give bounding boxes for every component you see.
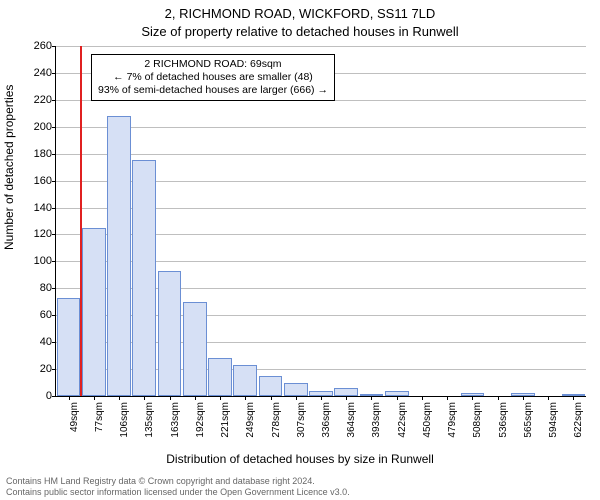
x-tick bbox=[498, 396, 499, 400]
y-tick bbox=[52, 181, 56, 182]
y-tick bbox=[52, 46, 56, 47]
x-tick-label: 565sqm bbox=[523, 402, 534, 446]
histogram-bar bbox=[82, 228, 106, 396]
y-tick-label: 60 bbox=[22, 309, 52, 321]
annotation-line: 2 RICHMOND ROAD: 69sqm bbox=[98, 58, 328, 71]
footer-attribution: Contains HM Land Registry data © Crown c… bbox=[6, 476, 594, 498]
y-tick bbox=[52, 100, 56, 101]
histogram-bar bbox=[158, 271, 182, 396]
y-tick-label: 20 bbox=[22, 363, 52, 375]
histogram-bar bbox=[107, 116, 131, 396]
histogram-bar bbox=[334, 388, 358, 396]
x-tick bbox=[548, 396, 549, 400]
y-tick-label: 140 bbox=[22, 202, 52, 214]
x-tick-label: 536sqm bbox=[498, 402, 509, 446]
x-tick-label: 249sqm bbox=[245, 402, 256, 446]
x-tick-label: 594sqm bbox=[548, 402, 559, 446]
histogram-bar bbox=[132, 160, 156, 396]
y-tick-label: 40 bbox=[22, 336, 52, 348]
footer-line2: Contains public sector information licen… bbox=[6, 487, 594, 498]
plot-area: 02040608010012014016018020022024026049sq… bbox=[55, 46, 586, 397]
x-tick bbox=[371, 396, 372, 400]
y-axis-label: Number of detached properties bbox=[2, 85, 16, 250]
x-tick bbox=[144, 396, 145, 400]
x-tick bbox=[397, 396, 398, 400]
annotation-line: 93% of semi-detached houses are larger (… bbox=[98, 84, 328, 97]
y-tick bbox=[52, 342, 56, 343]
x-tick-label: 479sqm bbox=[447, 402, 458, 446]
chart-title-line1: 2, RICHMOND ROAD, WICKFORD, SS11 7LD bbox=[0, 6, 600, 21]
x-tick-label: 49sqm bbox=[69, 402, 80, 446]
x-tick-label: 364sqm bbox=[346, 402, 357, 446]
x-tick bbox=[119, 396, 120, 400]
y-tick bbox=[52, 288, 56, 289]
footer-line1: Contains HM Land Registry data © Crown c… bbox=[6, 476, 594, 487]
annotation-box: 2 RICHMOND ROAD: 69sqm← 7% of detached h… bbox=[91, 54, 335, 101]
x-tick bbox=[321, 396, 322, 400]
x-tick bbox=[271, 396, 272, 400]
x-tick bbox=[422, 396, 423, 400]
y-tick-label: 240 bbox=[22, 67, 52, 79]
y-tick bbox=[52, 127, 56, 128]
x-tick bbox=[447, 396, 448, 400]
y-tick-label: 260 bbox=[22, 40, 52, 52]
histogram-bar bbox=[183, 302, 207, 396]
y-tick bbox=[52, 261, 56, 262]
y-tick-label: 200 bbox=[22, 121, 52, 133]
x-axis-label: Distribution of detached houses by size … bbox=[0, 452, 600, 466]
gridline bbox=[56, 46, 586, 47]
y-tick-label: 160 bbox=[22, 175, 52, 187]
y-tick-label: 180 bbox=[22, 148, 52, 160]
histogram-chart: 02040608010012014016018020022024026049sq… bbox=[55, 46, 585, 396]
gridline bbox=[56, 127, 586, 128]
x-tick-label: 336sqm bbox=[321, 402, 332, 446]
x-tick bbox=[170, 396, 171, 400]
x-tick-label: 307sqm bbox=[296, 402, 307, 446]
reference-line bbox=[80, 46, 82, 396]
y-tick bbox=[52, 396, 56, 397]
histogram-bar bbox=[259, 376, 283, 396]
x-tick bbox=[523, 396, 524, 400]
gridline bbox=[56, 154, 586, 155]
y-tick-label: 220 bbox=[22, 94, 52, 106]
x-tick bbox=[346, 396, 347, 400]
histogram-bar bbox=[57, 298, 81, 396]
y-tick-label: 80 bbox=[22, 282, 52, 294]
y-tick-label: 0 bbox=[22, 390, 52, 402]
y-tick-label: 100 bbox=[22, 255, 52, 267]
y-tick bbox=[52, 154, 56, 155]
y-tick bbox=[52, 208, 56, 209]
histogram-bar bbox=[208, 358, 232, 396]
x-tick-label: 622sqm bbox=[573, 402, 584, 446]
y-tick bbox=[52, 234, 56, 235]
annotation-line: ← 7% of detached houses are smaller (48) bbox=[98, 71, 328, 84]
x-tick bbox=[472, 396, 473, 400]
x-tick-label: 422sqm bbox=[397, 402, 408, 446]
x-tick-label: 77sqm bbox=[94, 402, 105, 446]
chart-title-line2: Size of property relative to detached ho… bbox=[0, 24, 600, 39]
y-tick bbox=[52, 73, 56, 74]
x-tick-label: 278sqm bbox=[271, 402, 282, 446]
x-tick bbox=[245, 396, 246, 400]
y-tick bbox=[52, 369, 56, 370]
x-tick-label: 163sqm bbox=[170, 402, 181, 446]
histogram-bar bbox=[284, 383, 308, 396]
histogram-bar bbox=[233, 365, 257, 396]
x-tick-label: 221sqm bbox=[220, 402, 231, 446]
y-tick bbox=[52, 315, 56, 316]
x-tick-label: 393sqm bbox=[371, 402, 382, 446]
x-tick bbox=[220, 396, 221, 400]
x-tick-label: 450sqm bbox=[422, 402, 433, 446]
x-tick bbox=[195, 396, 196, 400]
x-tick-label: 192sqm bbox=[195, 402, 206, 446]
x-tick-label: 508sqm bbox=[472, 402, 483, 446]
x-tick bbox=[573, 396, 574, 400]
x-tick bbox=[296, 396, 297, 400]
x-tick bbox=[69, 396, 70, 400]
x-tick-label: 135sqm bbox=[144, 402, 155, 446]
x-tick-label: 106sqm bbox=[119, 402, 130, 446]
x-tick bbox=[94, 396, 95, 400]
y-tick-label: 120 bbox=[22, 228, 52, 240]
